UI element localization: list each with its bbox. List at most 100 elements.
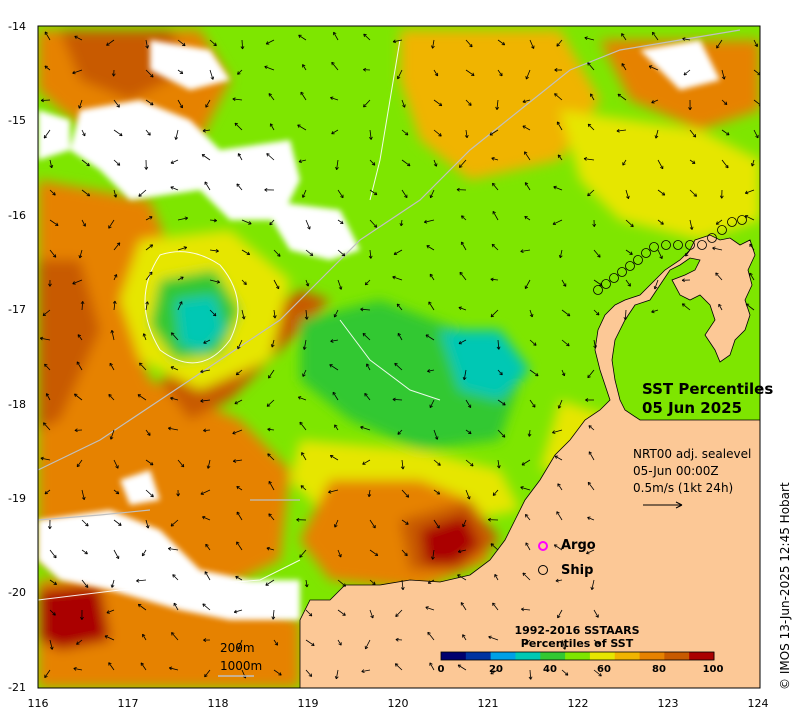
current-vector [749,243,755,251]
current-vector [237,69,243,75]
current-vector-head [471,462,474,467]
current-vector [273,309,276,319]
current-vector-head [426,245,429,249]
current-vector-head [375,224,378,228]
current-vector-head [298,35,301,39]
colorbar-segment [639,652,665,660]
current-vector-head [49,165,53,169]
current-vector [494,574,499,581]
current-vector [329,364,339,371]
current-vector [557,483,563,491]
current-vector-head [140,662,145,665]
current-vector [400,219,403,226]
current-vector-head [40,336,44,339]
current-vector [170,397,179,401]
current-vector [209,279,220,283]
current-vector-head [236,486,239,490]
current-vector-head [463,377,467,381]
current-vector [433,129,442,137]
current-vector [492,211,499,221]
cloud-southwest [38,510,300,620]
current-vector [753,39,758,47]
current-vector-head [552,432,556,434]
current-vector-head [425,334,428,338]
current-vector [111,579,115,588]
current-vector-head [400,587,404,591]
colorbar-title-line2: Percentiles of SST [520,637,634,650]
current-vector-head [304,584,308,588]
current-vector [465,69,475,76]
current-vector [42,309,51,316]
current-vector [362,333,371,341]
current-vector-head [623,317,626,321]
current-vector-head [170,186,173,190]
current-vector-head [586,550,589,554]
current-vector [305,579,308,588]
current-vector-head [168,548,171,551]
current-vector-head [627,284,631,287]
current-vector-head [689,227,693,230]
current-vector-head [334,525,338,528]
current-vector [745,215,755,221]
current-vector-head [268,376,272,379]
current-vector-head [308,675,312,677]
current-vector-head [430,273,434,276]
current-vector-head [595,345,597,349]
colorbar-segment [490,652,516,660]
current-vector [177,459,185,468]
colorbar-segment [441,652,467,660]
current-vector-head [491,244,494,248]
current-vector [177,99,183,109]
current-vector-head [373,581,376,585]
current-vector [591,579,595,590]
current-vector [721,159,729,169]
current-vector [685,249,691,257]
current-vector-head [51,646,54,650]
current-vector [496,99,499,110]
current-vector-head [200,369,203,373]
current-vector-head [522,101,526,104]
current-vector-head [87,522,89,527]
current-vector-head [151,461,154,466]
current-vector [269,219,275,226]
cloud-small-south [120,470,160,505]
colorbar-tick: 20 [489,664,503,675]
map-title-date: 05 Jun 2025 [642,399,743,417]
current-vector-head [331,131,334,134]
current-vector [145,519,149,529]
current-vector [138,189,147,197]
current-vector-head [651,309,654,313]
current-vector-head [434,437,438,440]
current-vector-head [395,639,399,642]
current-vector [268,93,275,101]
current-vector-head [621,33,625,36]
current-vector-head [80,301,84,305]
lon-tick-label: 120 [387,697,409,710]
current-vector-head [170,523,173,527]
current-vector-head [488,517,492,520]
current-vector-head [431,45,433,49]
current-vector-head [470,102,472,106]
current-vector-head [688,107,691,111]
current-vector-head [180,465,184,468]
current-vector-head [424,221,428,224]
contour-1000m [38,39,441,601]
current-vector-head [213,44,217,47]
current-vector-head [427,631,431,634]
current-vector-head [204,181,208,184]
current-vector [168,427,179,431]
current-vector [395,663,403,671]
current-vector-head [264,65,268,67]
current-vector [721,69,725,80]
current-vector-head [212,314,216,317]
current-vector-head [274,643,278,646]
current-vector-head [725,101,728,105]
current-vector [425,606,435,611]
current-vector [683,69,691,76]
current-vector [72,69,83,74]
current-vector-head [366,363,370,366]
current-vector-head [115,194,118,198]
current-vector [392,399,403,401]
current-vector-head [109,362,113,366]
current-vector-head [205,543,209,546]
